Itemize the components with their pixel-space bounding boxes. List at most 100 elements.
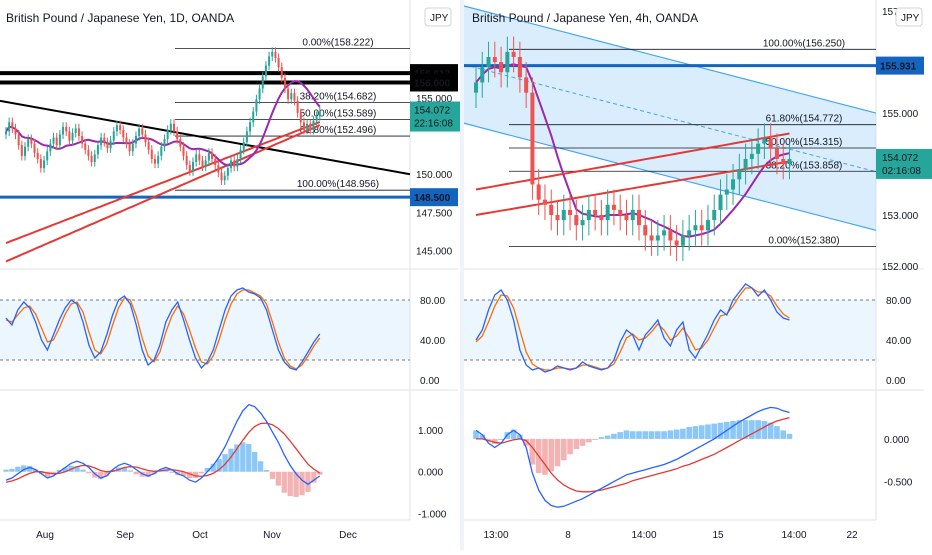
macd-histogram-bar (80, 469, 86, 472)
chart-panel-4h[interactable]: 100.00%(156.250) 61.80%(154.772) 50.00%(15… (463, 0, 932, 550)
time-axis-tick: 13:00 (483, 530, 508, 541)
candle-body (207, 152, 210, 161)
candle-body (131, 143, 134, 152)
macd-histogram-bar (629, 431, 636, 439)
macd-histogram-bar (517, 434, 523, 439)
candle-body (699, 225, 704, 231)
candle-body (30, 139, 33, 144)
macd-histogram-bar (479, 434, 486, 439)
candle-body (724, 189, 729, 195)
candle-body (302, 122, 305, 130)
candle-body (274, 51, 277, 58)
macd-histogram-bar (579, 438, 586, 446)
stoch-k-line (475, 283, 790, 373)
macd-histogram-bar (592, 438, 598, 440)
macd-line (5, 403, 321, 486)
candle-body (43, 160, 46, 169)
candle-body (680, 235, 685, 246)
axis-layer: 156.612156.000148.500155.000150.000147.5… (36, 64, 458, 541)
macd-histogram-bar (192, 471, 199, 479)
stoch-axis-tick: 80.00 (886, 296, 911, 307)
time-axis-tick: 15 (712, 530, 724, 541)
candle-body (236, 158, 239, 167)
candle-body (115, 125, 118, 132)
key-level-badge (876, 56, 924, 75)
macd-histogram-bar (133, 471, 139, 475)
price-axis-tick: 153.000 (882, 211, 919, 222)
candle-body (11, 122, 14, 129)
candle-body (163, 139, 166, 147)
candle-body (293, 93, 296, 101)
macd-histogram-bar (50, 471, 57, 474)
key-level-badge (410, 188, 458, 207)
4h-chart-svg[interactable]: 100.00%(156.250) 61.80%(154.772) 50.00%(15… (463, 0, 932, 550)
candle-body (252, 111, 255, 123)
candle-body (17, 134, 20, 146)
candle-body (287, 88, 290, 100)
candle-body (580, 220, 585, 226)
candle-body (176, 131, 179, 140)
chart-panel-daily[interactable]: 0.00%(158.222) 38.20%(154.682) 50.00%(153.… (0, 0, 460, 550)
daily-chart-svg[interactable]: 0.00%(158.222) 38.20%(154.682) 50.00%(153.… (0, 0, 460, 550)
key-level-label: 156.000 (414, 78, 451, 89)
candle-body (223, 175, 226, 181)
price-axis-tick: 150.000 (416, 170, 453, 181)
stoch-d-line (475, 287, 790, 371)
bar-countdown: 22:16:08 (414, 119, 453, 130)
candle-body (119, 125, 122, 130)
macd-histogram-bar (263, 470, 270, 472)
price-layer: 0.00%(158.222) 38.20%(154.682) 50.00%(153.… (0, 37, 411, 263)
candle-body (36, 152, 39, 159)
candle-body (172, 123, 176, 132)
macd-histogram-bar (542, 438, 548, 475)
key-level-label: 148.500 (414, 193, 451, 204)
stoch-band (464, 300, 876, 360)
macd-histogram-bar (636, 431, 642, 439)
candle-body (138, 128, 141, 136)
macd-histogram-bar (523, 438, 529, 446)
candle-body (68, 131, 71, 141)
time-axis-tick: Sep (116, 530, 134, 541)
candle-body (593, 209, 598, 216)
candle-body (14, 128, 17, 135)
candle-body (27, 139, 30, 147)
candle-body (245, 131, 248, 143)
macd-histogram-bar (705, 424, 711, 439)
macd-histogram-bar (573, 438, 580, 450)
candle-body (542, 199, 547, 205)
candle-body (74, 128, 77, 133)
candle-body (185, 155, 188, 166)
fib-level-label: 61.80%(154.772) (766, 114, 843, 125)
candle-body (71, 132, 74, 141)
macd-histogram-bar (692, 426, 699, 439)
candle-body (624, 215, 629, 221)
macd-histogram-bar (673, 429, 680, 439)
candle-body (655, 235, 660, 241)
candle-body (87, 149, 90, 156)
current-price-label: 154.072 (414, 106, 451, 117)
candle-body (230, 160, 233, 169)
candle-body (731, 179, 736, 190)
fib-level-label: 38.20%(154.682) (300, 92, 377, 103)
candle-body (749, 153, 754, 159)
macd-histogram-bar (281, 471, 287, 493)
fib-level-label: 0.00%(158.222) (302, 37, 373, 48)
macd-histogram-bar (560, 438, 567, 461)
macd-histogram-bar (287, 471, 293, 497)
stoch-axis-tick: 40.00 (420, 336, 445, 347)
macd-histogram-bar (473, 430, 479, 439)
currency-badge-box[interactable] (424, 7, 452, 27)
currency-badge-box[interactable] (895, 7, 923, 27)
macd-histogram-bar (491, 438, 498, 445)
candle-body (84, 143, 87, 150)
candle-body (100, 137, 103, 146)
candle-body (781, 158, 786, 165)
candle-body (141, 128, 144, 135)
time-axis-tick: 8 (565, 530, 571, 541)
fib-level-label: 0.00%(152.380) (768, 236, 839, 247)
candle-body (242, 142, 245, 150)
candle-body (637, 209, 642, 226)
macd-histogram-bar (567, 438, 573, 455)
candle-body (630, 209, 635, 221)
macd-histogram-bar (717, 422, 724, 439)
